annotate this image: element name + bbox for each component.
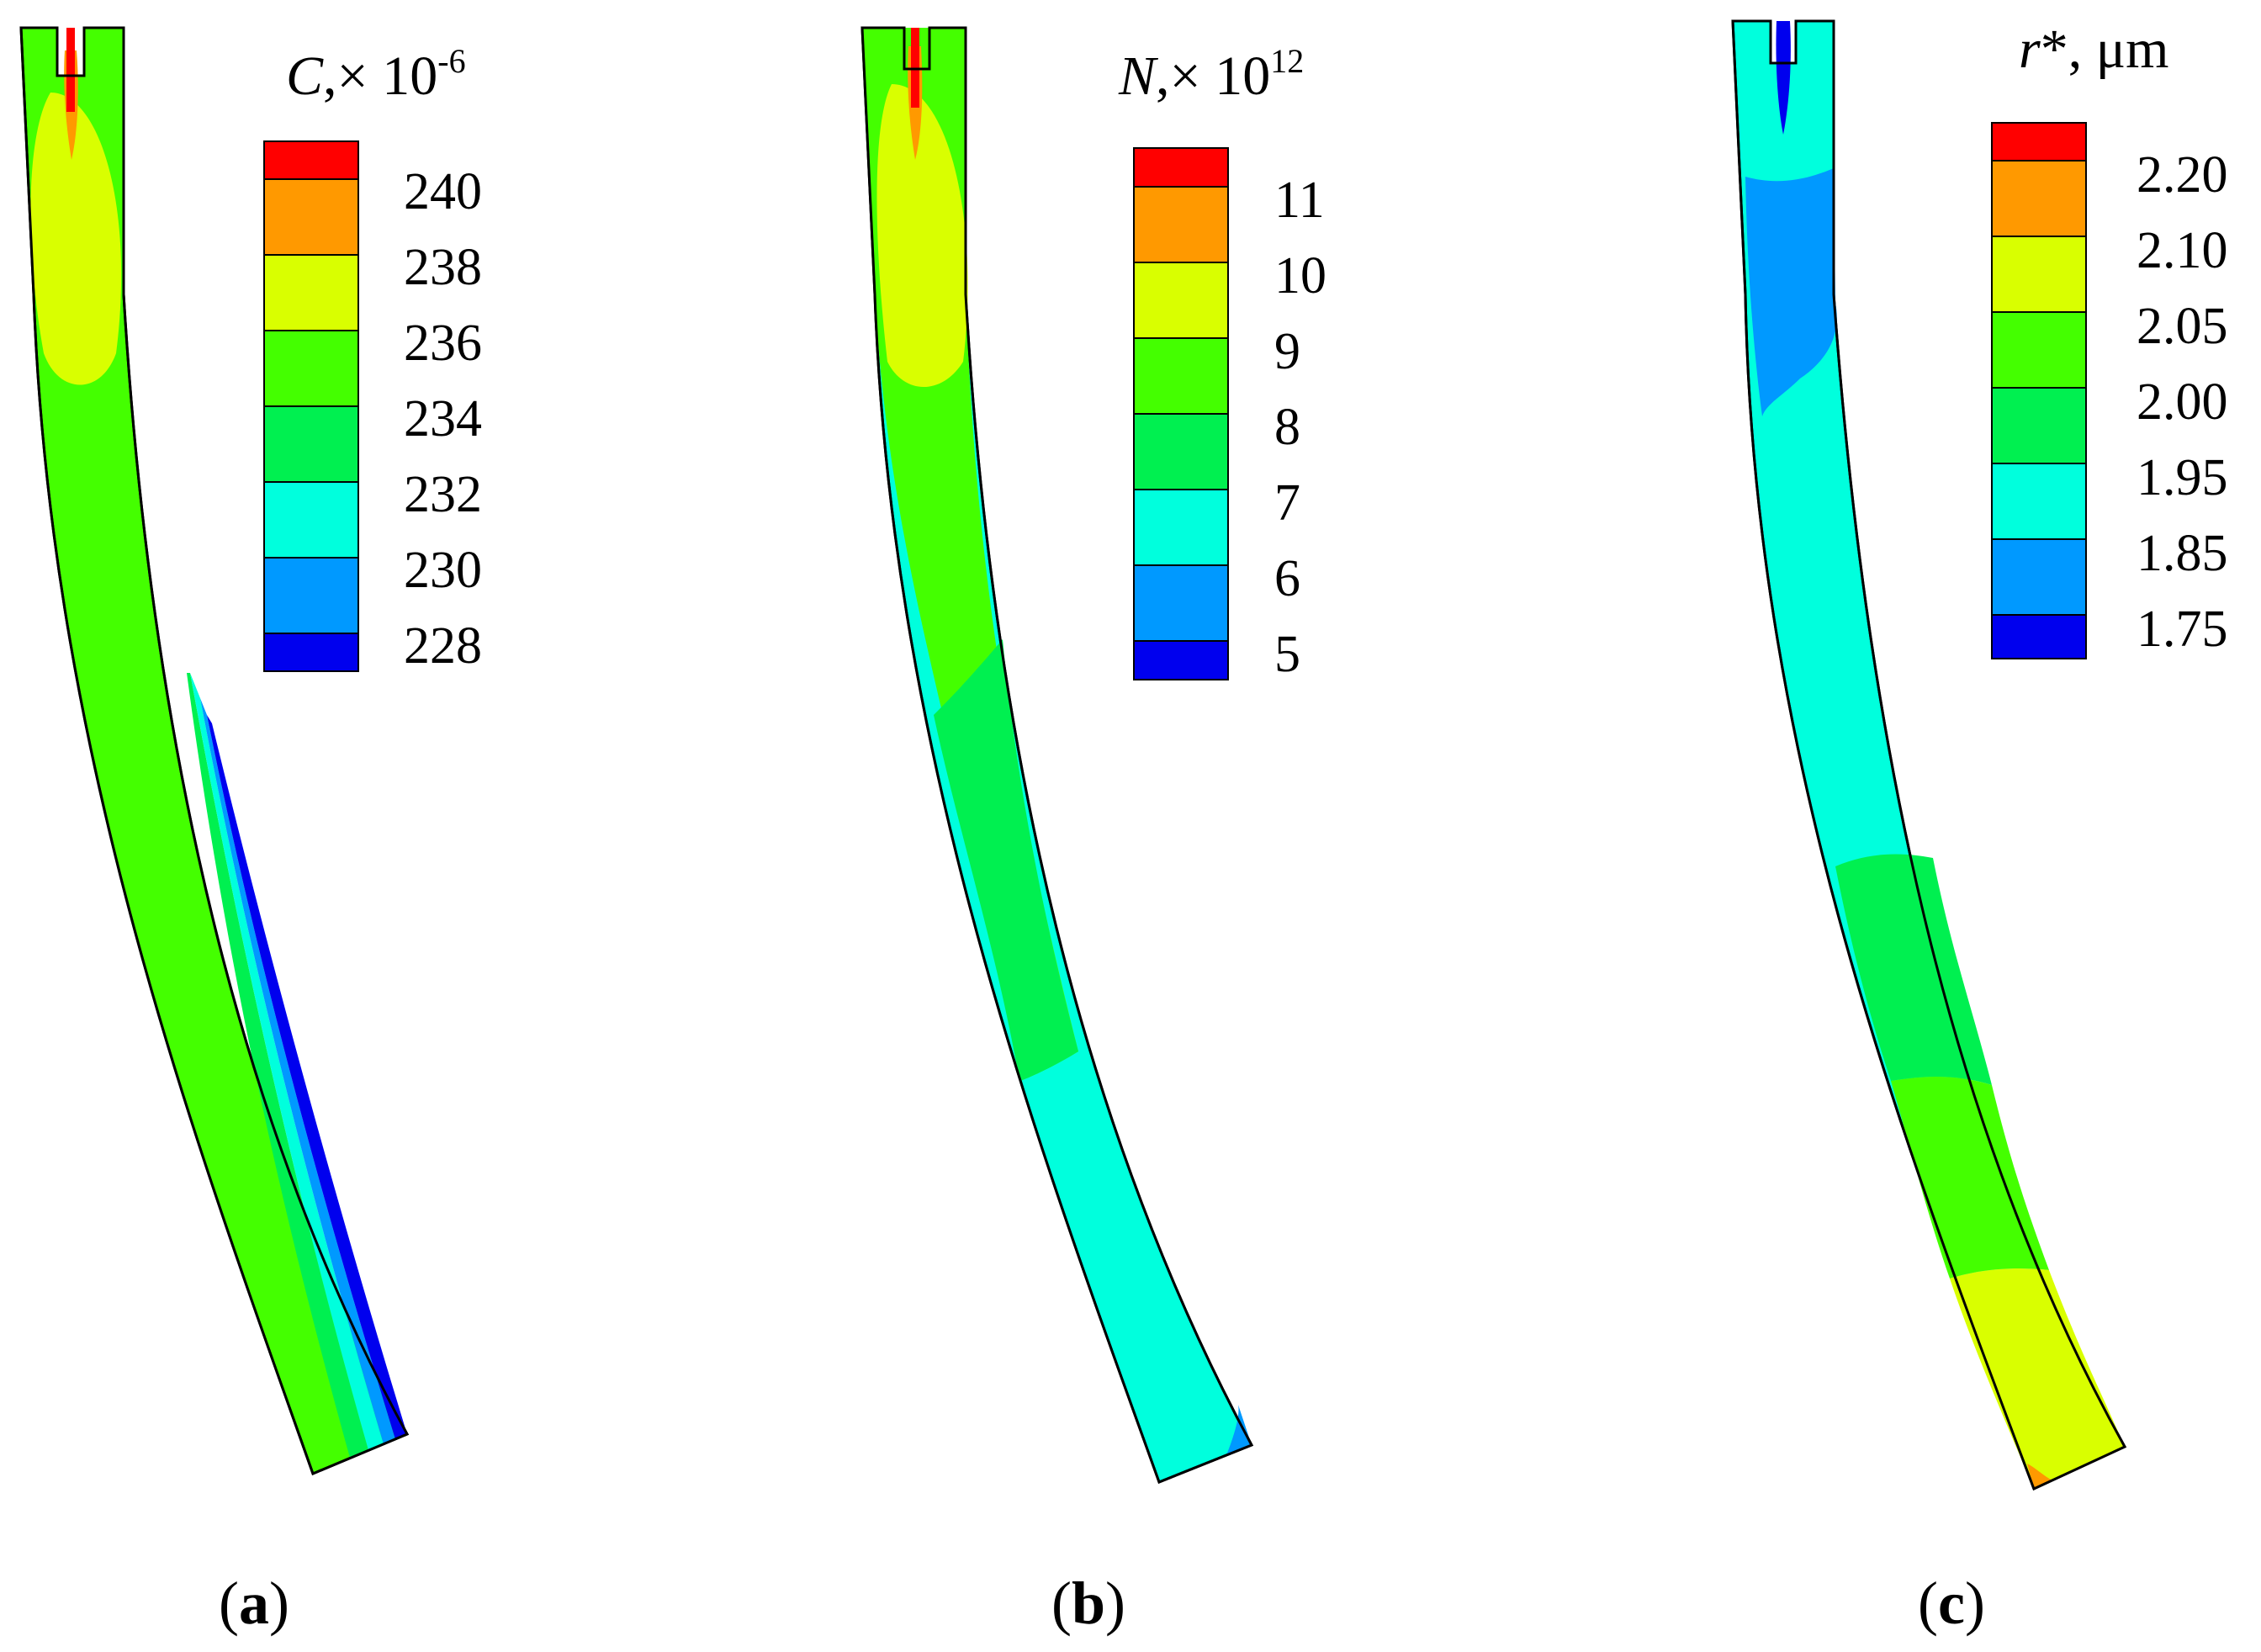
legend-c: r*, μm 2.20 2.10 2.05 2.00 1.95 1.85 1.7…: [1991, 19, 2228, 659]
corner-blue-b: [1226, 1405, 1252, 1455]
colorbar-b-swatch-1: [1133, 186, 1229, 263]
legend-b-tick-6: 5: [1274, 626, 1300, 683]
panel-a: C,× 10-6 240 238 236 234 232 230 228 (a): [19, 26, 482, 1637]
colorbar-c-swatch-7: [1991, 614, 2087, 659]
colorbar-b: [1133, 147, 1229, 680]
legend-title-c: r*, μm: [2019, 19, 2168, 80]
colorbar-c-swatch-0: [1991, 122, 2087, 161]
strip-cyan-a: [190, 673, 384, 1450]
colorbar-c-swatch-4: [1991, 387, 2087, 464]
colorbar-c-swatch-5: [1991, 463, 2087, 540]
colorbar-a-swatch-4: [263, 405, 359, 483]
legend-a-tick-6: 228: [404, 617, 482, 675]
colorbar-b-swatch-3: [1133, 337, 1229, 415]
region-lightgreen-c: [1835, 854, 1992, 1085]
colorbar-c: [1991, 122, 2087, 659]
legend-b-tick-0: 11: [1274, 172, 1325, 229]
colorbar-a-swatch-3: [263, 330, 359, 407]
nozzle-domain-b: [860, 26, 1254, 1484]
caption-c: (c): [1918, 1570, 1985, 1637]
legend-c-tick-1: 2.10: [2137, 222, 2228, 279]
region-yellow-c: [1950, 1268, 2125, 1489]
colorbar-a-swatch-1: [263, 178, 359, 256]
legend-c-tick-5: 1.85: [2137, 525, 2228, 582]
legend-title-a: C,× 10-6: [286, 42, 466, 107]
colorbar-a: [263, 140, 359, 672]
panel-b: N,× 1012 11 10 9 8 7 6 5 (b): [860, 26, 1326, 1637]
legend-c-tick-6: 1.75: [2137, 601, 2228, 658]
colorbar-a-swatch-7: [263, 633, 359, 672]
region-green-c: [1891, 1077, 2049, 1279]
legend-a-tick-2: 236: [404, 315, 482, 372]
panel-c: r*, μm 2.20 2.10 2.05 2.00 1.95 1.85 1.7…: [1731, 19, 2228, 1637]
colorbar-b-swatch-5: [1133, 489, 1229, 566]
legend-c-tick-3: 2.00: [2137, 373, 2228, 431]
domain-outline-a: [19, 26, 410, 1475]
caption-b: (b): [1051, 1570, 1125, 1637]
legend-a-tick-4: 232: [404, 466, 482, 523]
legend-b: N,× 1012 11 10 9 8 7 6 5: [1118, 42, 1326, 683]
colorbar-b-swatch-4: [1133, 413, 1229, 490]
legend-b-tick-1: 10: [1274, 247, 1326, 304]
plume-yellow-b: [876, 84, 968, 387]
colorbar-a-swatch-6: [263, 557, 359, 634]
colorbar-c-swatch-1: [1991, 160, 2087, 237]
jet-blue-c: [1776, 21, 1791, 135]
caption-a: (a): [219, 1570, 289, 1637]
legend-a-tick-1: 238: [404, 239, 482, 296]
colorbar-b-swatch-6: [1133, 564, 1229, 642]
legend-a: C,× 10-6 240 238 236 234 232 230 228: [263, 42, 482, 675]
domain-outline-c: [1731, 19, 2127, 1491]
legend-title-b: N,× 1012: [1118, 42, 1304, 107]
nozzle-domain-c: [1731, 19, 2127, 1491]
legend-a-tick-3: 234: [404, 390, 482, 447]
colorbar-a-swatch-2: [263, 254, 359, 331]
nozzle-domain-a: [19, 26, 410, 1475]
legend-c-tick-2: 2.05: [2137, 298, 2228, 355]
legend-b-tick-2: 9: [1274, 323, 1300, 380]
colorbar-b-swatch-2: [1133, 262, 1229, 339]
region-blue-c: [1745, 168, 1837, 416]
region-lightgreen-b: [934, 639, 1078, 1081]
legend-a-tick-0: 240: [404, 163, 482, 220]
legend-c-tick-4: 1.95: [2137, 449, 2228, 506]
jet-red-a: [66, 28, 75, 112]
strip-darkblue-a: [207, 715, 407, 1439]
legend-b-tick-3: 8: [1274, 399, 1300, 456]
colorbar-a-swatch-5: [263, 481, 359, 559]
legend-c-tick-0: 2.20: [2137, 146, 2228, 204]
legend-b-tick-4: 7: [1274, 474, 1300, 532]
legend-b-tick-5: 6: [1274, 550, 1300, 607]
colorbar-b-swatch-7: [1133, 640, 1229, 680]
colorbar-b-swatch-0: [1133, 147, 1229, 188]
legend-a-tick-5: 230: [404, 542, 482, 599]
colorbar-a-swatch-0: [263, 140, 359, 180]
colorbar-c-swatch-2: [1991, 236, 2087, 313]
colorbar-c-swatch-3: [1991, 311, 2087, 389]
plume-yellow-a: [30, 93, 122, 385]
domain-outline-b: [860, 26, 1254, 1484]
colorbar-c-swatch-6: [1991, 538, 2087, 616]
